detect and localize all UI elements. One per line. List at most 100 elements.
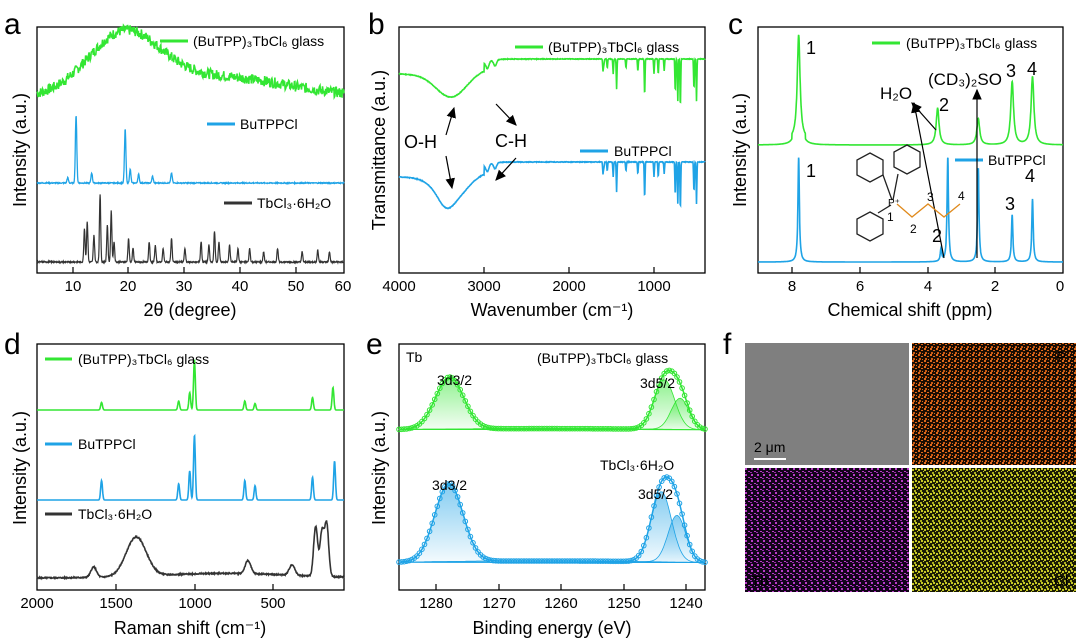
e-glass-data-point bbox=[556, 425, 563, 432]
tick-e-1250: 1250 bbox=[607, 595, 640, 612]
e-glass-data-point bbox=[641, 420, 647, 426]
panel-a: a (BuTPP)₃TbCl₆ glass BuTPPCl TbCl₃·6H₂O… bbox=[4, 8, 351, 320]
e-glass-data-point bbox=[676, 379, 683, 385]
e-glass-data-point bbox=[699, 425, 706, 432]
annot-b-ch: C-H bbox=[495, 131, 527, 151]
e-glass-data-point bbox=[528, 425, 535, 432]
legend-e-tb: TbCl₃·6H₂O bbox=[600, 457, 674, 473]
tick-c-0: 0 bbox=[1056, 278, 1064, 295]
axis-a-ticks bbox=[72, 267, 297, 273]
e-tb-data-point bbox=[467, 533, 474, 540]
e-glass-data-point bbox=[551, 425, 558, 432]
e-glass-data-point bbox=[457, 386, 464, 393]
peak-c-glass-2: 2 bbox=[939, 95, 949, 115]
series-a-glass bbox=[36, 23, 345, 101]
map-p-label: P bbox=[1056, 349, 1066, 366]
panel-b-label: b bbox=[368, 8, 385, 41]
panel-c-frame bbox=[757, 26, 1064, 274]
map-tb bbox=[745, 468, 909, 592]
e-glass-data-point bbox=[523, 425, 530, 432]
e-tb-data-point bbox=[426, 528, 433, 535]
e-tb-data-point bbox=[592, 558, 599, 564]
e-glass-data-point bbox=[686, 407, 693, 414]
tick-e-1280: 1280 bbox=[419, 595, 452, 612]
axis-c-ticks bbox=[791, 267, 996, 273]
map-cl bbox=[912, 468, 1076, 592]
e-glass-data-point bbox=[424, 411, 430, 418]
e-tb-data-point bbox=[661, 475, 668, 481]
e-tb-data-point bbox=[646, 525, 652, 531]
e-glass-data-point bbox=[454, 382, 461, 388]
e-glass-data-point bbox=[689, 413, 696, 420]
e-tb-data-point bbox=[653, 492, 660, 499]
series-e-glass bbox=[396, 367, 708, 433]
series-a-tbcl3 bbox=[36, 194, 345, 265]
e-glass-data-point bbox=[398, 426, 405, 433]
e-tb-data-point bbox=[539, 558, 545, 564]
e-glass-data-point bbox=[653, 388, 660, 395]
legend-b-bu: BuTPPCl bbox=[614, 143, 672, 159]
e-glass-data-point bbox=[513, 425, 520, 432]
arrow-c-h2o-1 bbox=[911, 102, 937, 131]
e-glass-data-point bbox=[633, 425, 639, 431]
e-tb-data-point bbox=[643, 534, 650, 541]
e-tb-data-point bbox=[681, 522, 688, 529]
mol-label-3: 3 bbox=[927, 190, 934, 204]
e-tb-data-point bbox=[424, 535, 430, 542]
series-d-butppcl bbox=[37, 433, 344, 501]
tick-b-2000: 2000 bbox=[552, 278, 585, 295]
e-tb-data-point bbox=[485, 556, 492, 563]
e-tb-data-point bbox=[416, 550, 423, 557]
e-glass-data-point bbox=[692, 418, 698, 425]
map-tb-label: Tb bbox=[751, 573, 769, 590]
e-glass-data-point bbox=[452, 378, 458, 384]
e-tb-data-point bbox=[429, 520, 436, 527]
panel-e: e Tb (BuTPP)₃TbCl₆ glass TbCl₃·6H₂O 3d3/… bbox=[366, 328, 708, 638]
panel-a-frame bbox=[36, 26, 345, 274]
e-tb-data-point bbox=[437, 495, 443, 502]
xlabel-a: 2θ (degree) bbox=[143, 300, 236, 320]
arrow-b-oh-top bbox=[445, 106, 456, 136]
panel-a-label: a bbox=[4, 8, 21, 41]
e-tb-data-point bbox=[406, 557, 413, 564]
molecule-structure: P⁺ bbox=[856, 144, 961, 242]
ylabel-e: Intensity (a.u.) bbox=[369, 411, 389, 525]
tick-b-4000: 4000 bbox=[382, 278, 415, 295]
tick-e-1260: 1260 bbox=[544, 595, 577, 612]
e-tb-data-point bbox=[656, 484, 662, 490]
mol-label-1: 1 bbox=[887, 210, 894, 224]
e-glass-data-point bbox=[630, 425, 637, 432]
ylabel-c: Intensity (a.u.) bbox=[730, 93, 750, 207]
tick-a-60: 60 bbox=[335, 278, 352, 295]
e-tb-data-point bbox=[457, 501, 464, 508]
legend-d-bu: BuTPPCl bbox=[78, 436, 136, 452]
annot-c-dmso: (CD₃)₂SO bbox=[928, 70, 1002, 89]
panel-f: f 2 μm P Tb Cl bbox=[723, 328, 1076, 592]
tick-a-10: 10 bbox=[65, 278, 82, 295]
series-d-tbcl3 bbox=[36, 520, 345, 581]
e-glass-data-point bbox=[656, 381, 662, 388]
e-glass-data-point bbox=[421, 415, 428, 422]
e-glass-data-point bbox=[592, 426, 599, 432]
e-tb-data-point bbox=[421, 541, 428, 548]
panel-d: d (BuTPP)₃TbCl₆ glass BuTPPCl TbCl₃·6H₂O… bbox=[4, 328, 345, 638]
mol-label-4: 4 bbox=[958, 189, 965, 203]
panel-c: c (BuTPP)₃TbCl₆ glass BuTPPCl 1 2 3 4 1 … bbox=[728, 8, 1064, 320]
e-glass-data-point bbox=[536, 425, 543, 432]
sem-image bbox=[745, 343, 909, 465]
axis-e-ticks bbox=[435, 584, 687, 590]
e-glass-data-point bbox=[459, 392, 466, 399]
e-glass-data-point bbox=[447, 374, 453, 380]
panel-c-label: c bbox=[728, 8, 743, 41]
e-glass-data-point bbox=[684, 400, 690, 406]
e-glass-data-point bbox=[531, 425, 537, 432]
e-tb-data-point bbox=[488, 557, 494, 564]
e-glass-data-point bbox=[671, 370, 678, 377]
tick-b-1000: 1000 bbox=[637, 278, 670, 295]
e-glass-data-point bbox=[482, 424, 489, 430]
e-tb-data-point bbox=[641, 542, 647, 549]
peak-c-bu-1: 1 bbox=[806, 161, 816, 181]
e-tb-data-point bbox=[500, 558, 507, 564]
e-tb-data-point bbox=[625, 558, 632, 564]
e-glass-data-point bbox=[577, 425, 583, 432]
